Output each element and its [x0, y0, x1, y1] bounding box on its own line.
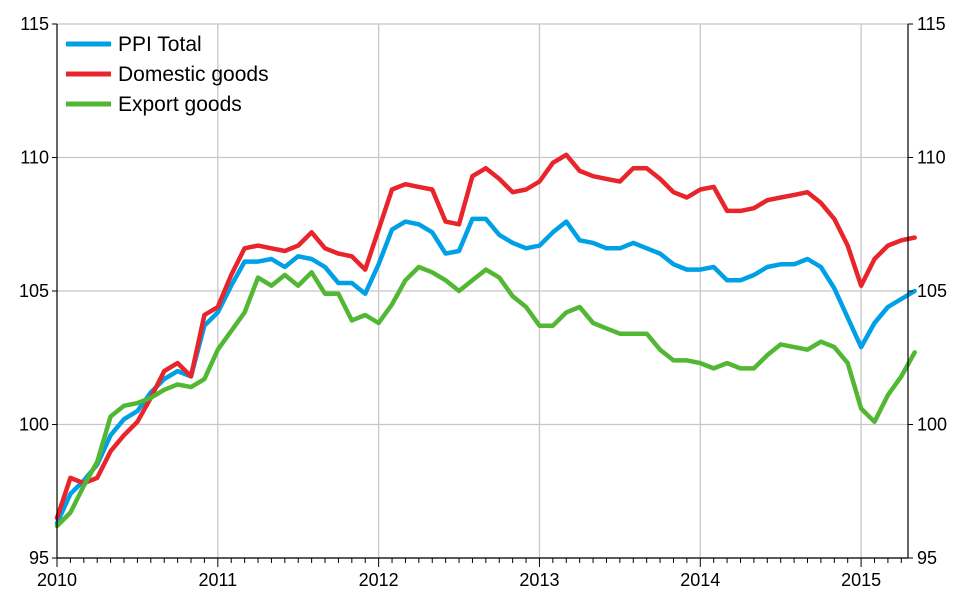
gridlines	[57, 23, 908, 559]
x-tick-label: 2015	[841, 570, 881, 590]
axes	[52, 23, 913, 567]
legend-label: Export goods	[118, 93, 242, 116]
y-tick-label-left: 105	[19, 281, 49, 301]
y-tick-label-right: 100	[917, 415, 947, 435]
y-tick-label-right: 110	[917, 148, 946, 168]
legend: PPI Total Domestic goods Export goods	[66, 33, 269, 116]
series-line-domestic-goods	[54, 152, 917, 521]
x-tick-label: 2010	[37, 570, 77, 590]
y-tick-label-right: 95	[917, 548, 937, 568]
legend-label: Domestic goods	[118, 63, 269, 86]
y-tick-label-right: 115	[917, 14, 946, 34]
x-tick-label: 2011	[198, 570, 237, 590]
y-tick-label-left: 100	[19, 415, 49, 435]
y-tick-label-right: 105	[917, 281, 947, 301]
y-tick-label-left: 115	[20, 14, 49, 34]
x-tick-label: 2014	[680, 570, 720, 590]
y-tick-label-left: 110	[20, 148, 49, 168]
tick-labels: 95 95 100 100 105 105 110 110 115 115 2010 2011 2012…	[19, 14, 947, 590]
x-tick-label: 2013	[519, 570, 559, 590]
x-tick-label: 2012	[359, 570, 399, 590]
y-tick-label-left: 95	[29, 548, 49, 568]
legend-label: PPI Total	[118, 33, 202, 56]
series-lines	[54, 152, 917, 529]
series-line-export-goods	[54, 264, 917, 529]
